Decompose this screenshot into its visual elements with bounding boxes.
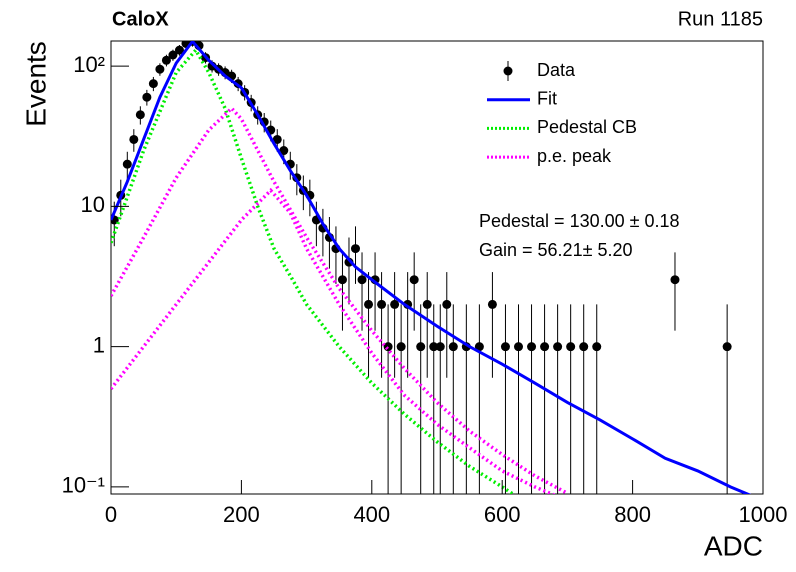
data-point [351, 244, 360, 254]
data-point [409, 275, 419, 285]
data-point [161, 55, 171, 65]
x-axis-label: ADC [704, 530, 763, 561]
data-point [390, 299, 400, 309]
legend-label: p.e. peak [537, 146, 612, 166]
legend-label: Fit [537, 88, 557, 108]
x-tick-label: 800 [614, 502, 651, 527]
y-tick-label: 10⁻¹ [62, 473, 105, 498]
chart-title: CaloX [112, 8, 169, 30]
annotation: Pedestal = 130.00 ± 0.18 [479, 211, 680, 231]
fit-curve [111, 47, 517, 494]
data-point [337, 275, 347, 285]
data-point [357, 275, 367, 285]
legend-label: Pedestal CB [537, 117, 637, 137]
data-point [122, 159, 132, 169]
y-tick-label: 10 [81, 192, 105, 217]
y-axis-label: Events [20, 41, 51, 127]
data-point [364, 299, 374, 309]
fit-curve [111, 41, 752, 494]
data-point [592, 342, 602, 352]
frame [110, 40, 764, 495]
data-point [435, 342, 445, 352]
data-point [272, 134, 282, 144]
data-point [174, 45, 184, 55]
data-point [155, 64, 165, 74]
data-point [416, 342, 426, 352]
x-tick-label: 400 [353, 502, 390, 527]
run-label: Run 1185 [678, 8, 763, 30]
x-tick-label: 200 [223, 502, 260, 527]
plot-area [111, 41, 752, 494]
fit-curve [111, 187, 557, 494]
data-point [553, 342, 563, 352]
data-point [514, 342, 523, 352]
x-tick-label: 1000 [739, 502, 788, 527]
data-point [527, 342, 537, 352]
data-point [487, 299, 497, 309]
data-point [396, 342, 406, 352]
data-point [377, 299, 387, 309]
data-point [429, 342, 439, 352]
y-tick-label: 1 [93, 332, 105, 357]
data-point [474, 342, 484, 352]
data-point [722, 342, 732, 352]
data-point [566, 342, 576, 352]
data-point [500, 342, 510, 352]
x-tick-label: 0 [105, 502, 117, 527]
data-point [279, 146, 289, 156]
data-point [442, 299, 452, 309]
data-point [129, 134, 139, 144]
data-point [148, 79, 158, 89]
data-point [448, 342, 458, 352]
data-point [142, 92, 152, 102]
annotation: Gain = 56.21± 5.20 [479, 240, 633, 260]
data-point [168, 50, 178, 60]
legend-label: Data [537, 60, 576, 80]
data-point [422, 299, 432, 309]
data-point [579, 342, 589, 352]
legend-marker [503, 66, 513, 76]
y-tick-label: 10² [73, 52, 105, 77]
x-tick-label: 600 [484, 502, 521, 527]
data-point [540, 342, 550, 352]
data-point [670, 275, 680, 285]
data-point [135, 110, 145, 120]
